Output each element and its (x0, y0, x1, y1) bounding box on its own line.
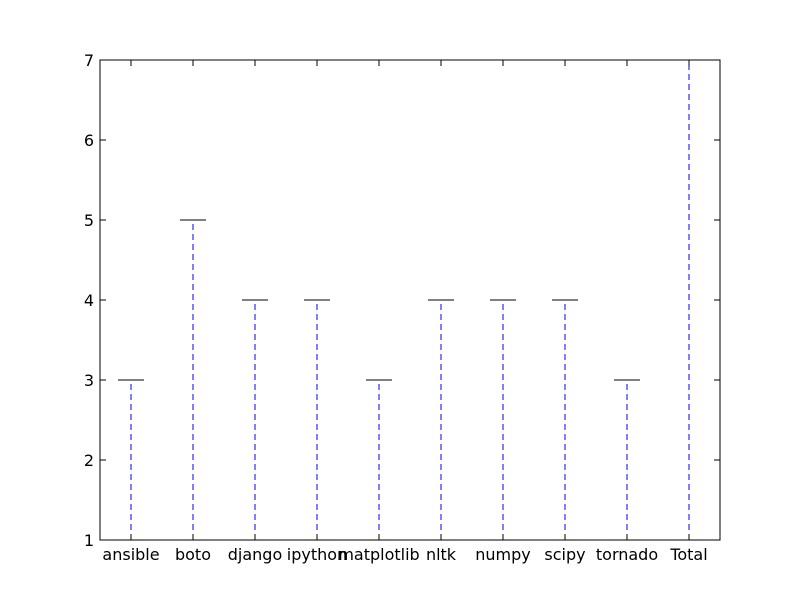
box-ansible (118, 380, 144, 540)
x-tick-label: ansible (102, 545, 159, 564)
x-tick-label: matplotlib (338, 545, 419, 564)
x-tick-label: scipy (544, 545, 585, 564)
x-tick-label: numpy (475, 545, 531, 564)
box-boto (180, 220, 206, 540)
box-nltk (428, 300, 454, 540)
y-tick-label: 6 (84, 131, 94, 150)
y-tick-label: 3 (84, 371, 94, 390)
y-tick-label: 2 (84, 451, 94, 470)
x-tick-label: tornado (596, 545, 658, 564)
x-tick-label: boto (175, 545, 211, 564)
y-tick-label: 1 (84, 531, 94, 550)
plot-marks (118, 60, 702, 540)
box-matplotlib (366, 380, 392, 540)
box-tornado (614, 380, 640, 540)
y-tick-label: 4 (84, 291, 94, 310)
box-scipy (552, 300, 578, 540)
box-Total (676, 60, 702, 540)
box-numpy (490, 300, 516, 540)
x-tick-label: nltk (426, 545, 457, 564)
x-tick-label: Total (669, 545, 707, 564)
y-tick-label: 5 (84, 211, 94, 230)
y-axis: 1 2 3 4 5 6 7 (84, 51, 720, 550)
y-tick-label: 7 (84, 51, 94, 70)
x-tick-label: django (228, 545, 283, 564)
box-ipython (304, 300, 330, 540)
box-django (242, 300, 268, 540)
